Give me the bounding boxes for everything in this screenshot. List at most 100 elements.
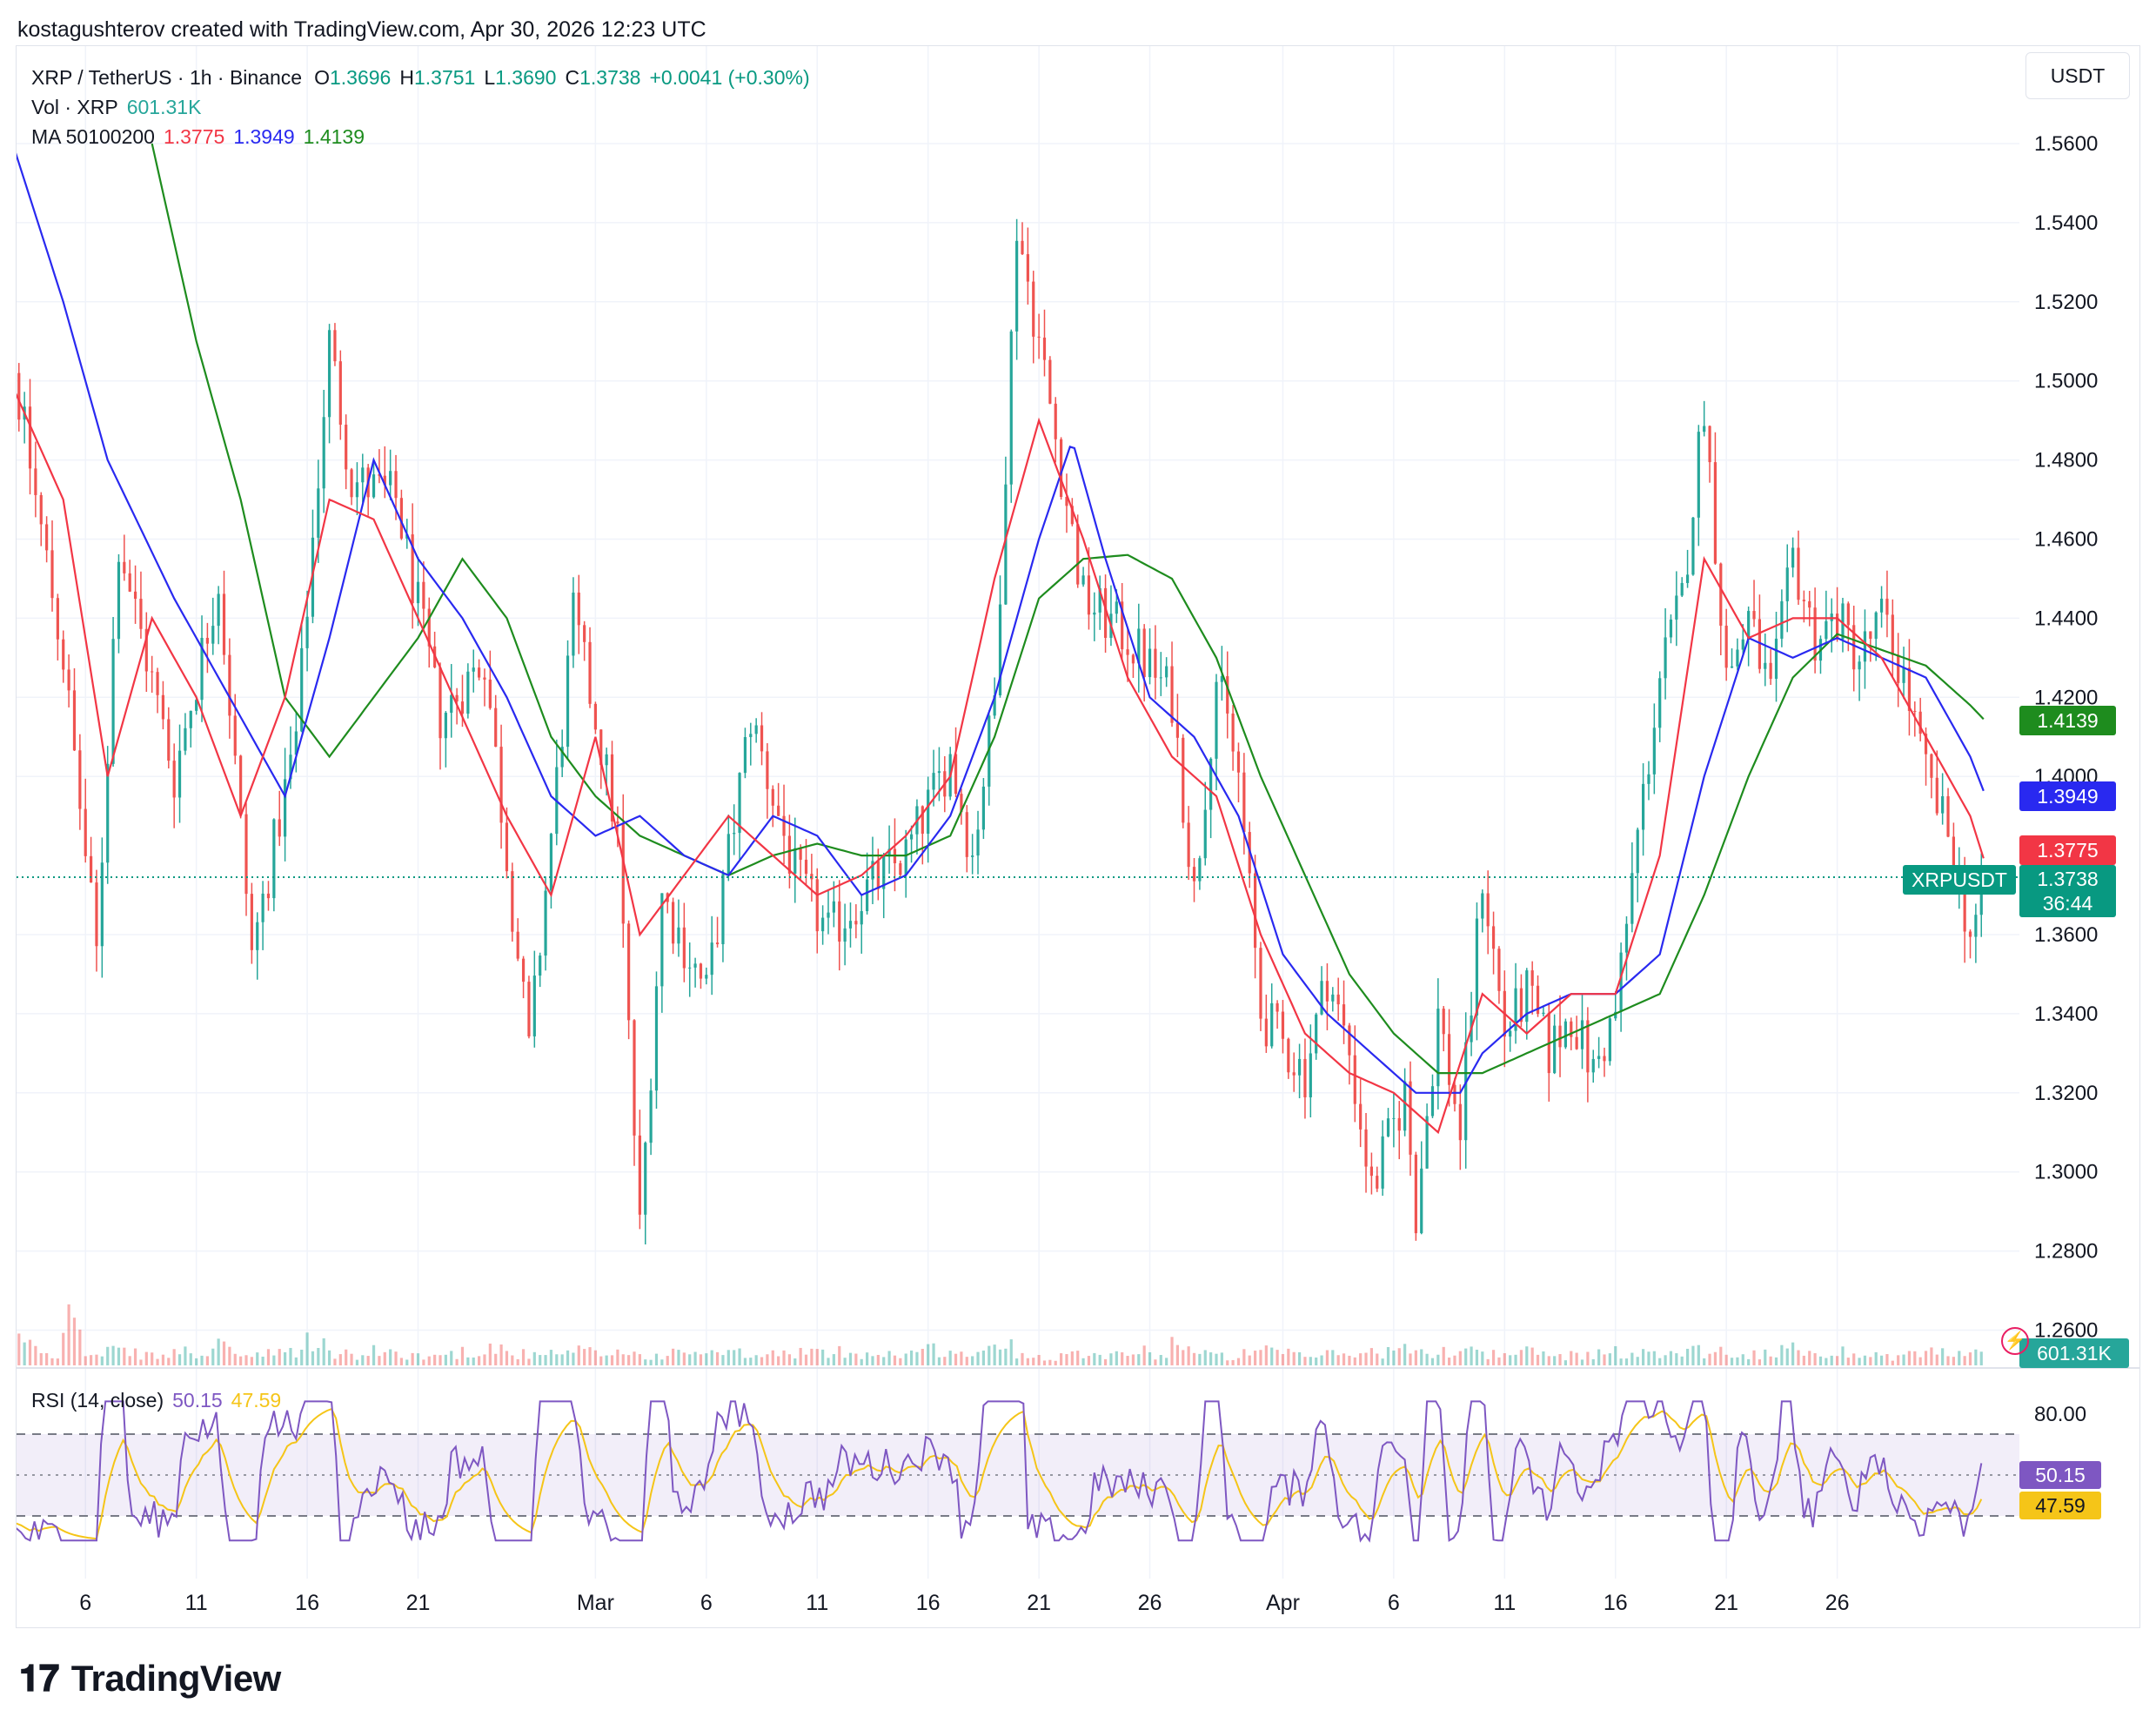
lightning-icon[interactable]: ⚡	[2001, 1327, 2029, 1355]
volume-bar	[1836, 1356, 1839, 1365]
volume-bar	[1697, 1344, 1700, 1365]
candle-body	[1879, 598, 1884, 613]
volume-label[interactable]: Vol · XRP	[31, 96, 118, 118]
chart-frame[interactable]	[16, 45, 2140, 1628]
volume-bar	[766, 1354, 769, 1365]
candle-body	[345, 425, 348, 470]
volume-bar	[1226, 1360, 1229, 1365]
volume-bar	[478, 1356, 481, 1365]
candle-body	[1425, 1116, 1429, 1169]
volume-bar	[1170, 1337, 1174, 1365]
candle-body	[715, 942, 720, 945]
rsi-label[interactable]: RSI (14, close)	[31, 1389, 164, 1411]
candle-body	[1154, 648, 1157, 678]
volume-bar	[1570, 1351, 1573, 1365]
volume-bar	[1026, 1358, 1029, 1365]
volume-bar	[62, 1332, 65, 1365]
volume-bar	[927, 1344, 930, 1365]
candle-body	[1276, 1002, 1279, 1012]
candle-body	[1292, 1072, 1296, 1076]
candle-body	[1774, 638, 1778, 680]
volume-bar	[1392, 1350, 1396, 1365]
symbol-badge[interactable]: XRPUSDT	[1903, 865, 2016, 895]
candle-body	[1869, 631, 1872, 640]
volume-bar	[782, 1350, 786, 1365]
x-tick-label: 6	[700, 1591, 713, 1615]
candle-body	[909, 834, 914, 840]
tradingview-logo[interactable]: 𝟏𝟕 TradingView	[19, 1658, 281, 1699]
candle-body	[1198, 858, 1202, 882]
volume-bar	[100, 1356, 104, 1365]
candle-body	[1037, 336, 1041, 338]
candle-body	[1076, 524, 1080, 585]
volume-bar	[1542, 1351, 1545, 1365]
candle-body	[971, 855, 974, 857]
candle-body	[904, 839, 907, 875]
candle-body	[821, 917, 825, 932]
candle-body	[1913, 710, 1917, 712]
volume-bar	[771, 1350, 774, 1365]
ma200-badge: 1.4139	[2019, 706, 2116, 735]
symbol-label[interactable]: XRP / TetherUS · 1h · Binance	[31, 66, 303, 89]
volume-bar	[505, 1351, 509, 1365]
candle-body	[1597, 1056, 1601, 1059]
candle-body	[1697, 432, 1700, 518]
candle-body	[1930, 754, 1933, 778]
volume-bar	[1758, 1359, 1761, 1365]
y-tick-label: 1.3200	[2034, 1082, 2098, 1105]
volume-bar	[278, 1349, 281, 1365]
candle-body	[1519, 988, 1523, 1023]
volume-bar	[1780, 1344, 1784, 1365]
volume-bar	[1248, 1355, 1251, 1365]
volume-bar	[361, 1355, 365, 1365]
candle-body	[1131, 654, 1135, 664]
candle-body	[222, 593, 226, 655]
volume-bar	[322, 1338, 325, 1365]
candles	[17, 218, 1983, 1245]
candle-body	[294, 731, 298, 755]
candle-body	[1979, 879, 1983, 915]
volume-bar	[161, 1354, 165, 1365]
volume-bar	[1664, 1355, 1667, 1365]
volume-bar	[1858, 1358, 1861, 1365]
volume-bar	[205, 1356, 209, 1365]
candle-body	[1536, 985, 1540, 1015]
ma-label[interactable]: MA 50100200	[31, 125, 155, 148]
volume-bar	[733, 1350, 736, 1365]
volume-badge: 601.31K	[2019, 1338, 2129, 1368]
candle-body	[1148, 648, 1152, 678]
candle-body	[721, 874, 725, 945]
candle-body	[1325, 981, 1329, 1002]
volume-bar	[583, 1349, 586, 1365]
candle-body	[1254, 873, 1257, 949]
candle-body	[1542, 1012, 1545, 1015]
candle-body	[1060, 439, 1063, 498]
candle-body	[1170, 666, 1174, 723]
volume-bar	[1563, 1360, 1567, 1365]
volume-bar	[516, 1358, 519, 1365]
candle-body	[621, 823, 625, 924]
volume-bar	[1841, 1346, 1845, 1365]
x-tick-label: 11	[1493, 1591, 1516, 1615]
volume-bar	[1270, 1347, 1274, 1365]
candle-body	[672, 902, 675, 944]
close-label: C	[565, 66, 580, 89]
candle-body	[1021, 240, 1024, 255]
x-tick-label: 11	[806, 1591, 828, 1615]
volume-bar	[1918, 1357, 1922, 1365]
volume-bar	[838, 1345, 841, 1365]
volume-bar	[871, 1356, 874, 1365]
volume-bar	[1242, 1349, 1246, 1365]
volume-bar	[488, 1343, 492, 1365]
volume-bar	[693, 1351, 697, 1365]
candle-body	[1608, 1018, 1611, 1062]
candle-body	[1065, 497, 1068, 506]
candle-body	[1453, 1084, 1456, 1104]
currency-button[interactable]: USDT	[2025, 52, 2130, 99]
candle-body	[1032, 281, 1035, 337]
tradingview-mark-icon: 𝟏𝟕	[19, 1658, 59, 1699]
candle-body	[1242, 772, 1246, 833]
candle-body	[322, 417, 325, 489]
y-tick-label: 1.5200	[2034, 291, 2098, 314]
